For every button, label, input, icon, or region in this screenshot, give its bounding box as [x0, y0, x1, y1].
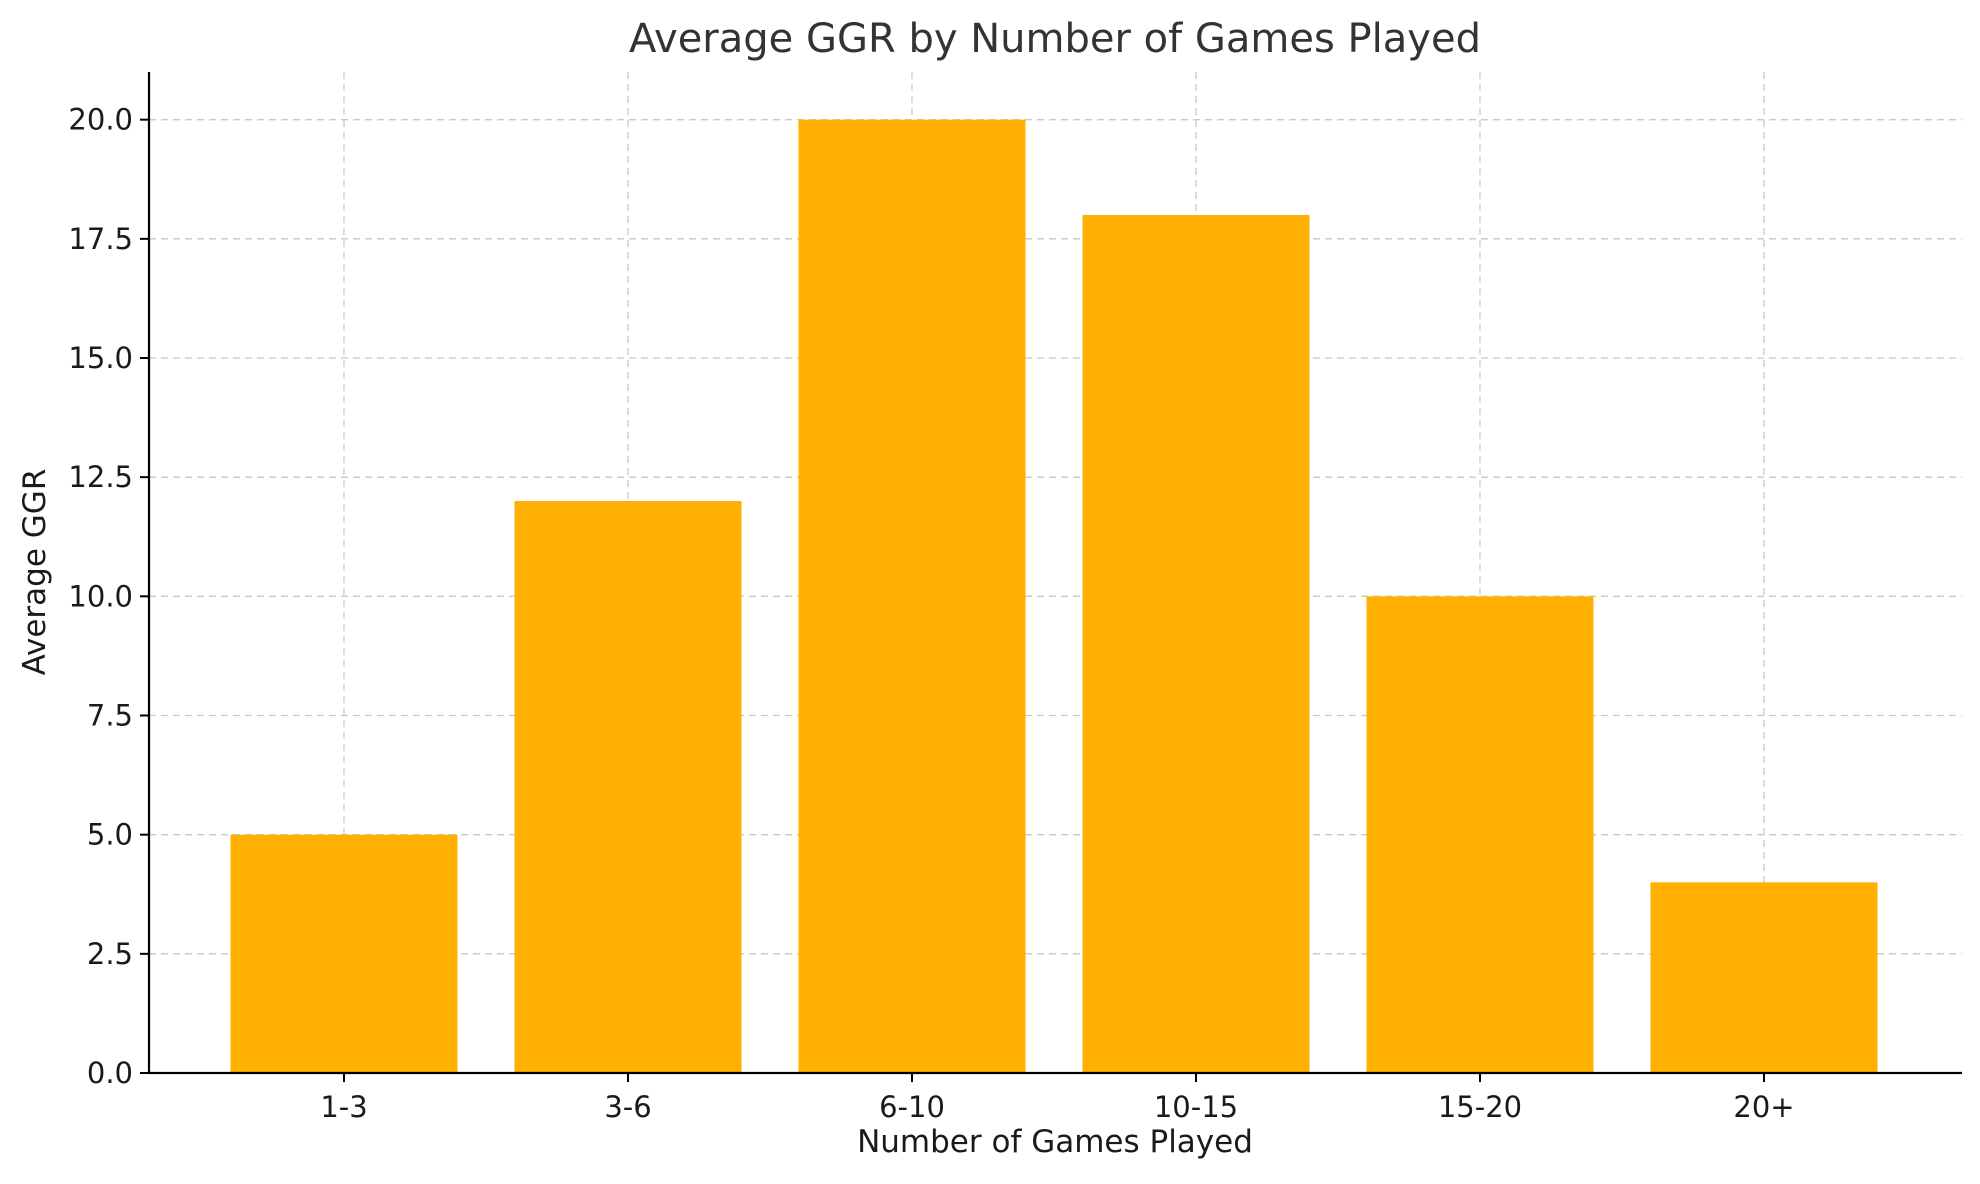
y-tick-label: 17.5: [68, 222, 133, 256]
x-tick-label: 20+: [1733, 1090, 1794, 1124]
bars: [230, 119, 1878, 1073]
x-tick-label: 3-6: [604, 1090, 651, 1124]
y-tick-label: 12.5: [68, 460, 133, 494]
y-tick-label: 2.5: [87, 937, 133, 971]
y-axis-ticks: 0.0 2.5 5.0 7.5 10.0 12.5 15.0 17.5 20.0: [68, 103, 149, 1090]
y-tick-label: 5.0: [87, 818, 133, 852]
y-tick-label: 7.5: [87, 699, 133, 733]
bar-3-6: [514, 501, 742, 1073]
y-tick-label: 20.0: [68, 103, 133, 137]
x-axis-label: Number of Games Played: [857, 1124, 1253, 1160]
x-tick-label: 10-15: [1154, 1090, 1238, 1124]
y-tick-label: 15.0: [68, 341, 133, 375]
x-tick-label: 6-10: [879, 1090, 945, 1124]
bar-20+: [1650, 882, 1878, 1073]
y-tick-label: 10.0: [68, 579, 133, 613]
bar-1-3: [230, 834, 458, 1073]
chart-title: Average GGR by Number of Games Played: [629, 16, 1481, 62]
x-tick-label: 1-3: [320, 1090, 367, 1124]
bar-10-15: [1082, 215, 1310, 1073]
x-axis-ticks: 1-3 3-6 6-10 10-15 15-20 20+: [320, 1073, 1795, 1124]
bar-15-20: [1366, 596, 1594, 1073]
y-axis-label: Average GGR: [17, 469, 53, 676]
bar-6-10: [798, 119, 1026, 1073]
y-tick-label: 0.0: [87, 1056, 133, 1090]
x-tick-label: 15-20: [1438, 1090, 1522, 1124]
